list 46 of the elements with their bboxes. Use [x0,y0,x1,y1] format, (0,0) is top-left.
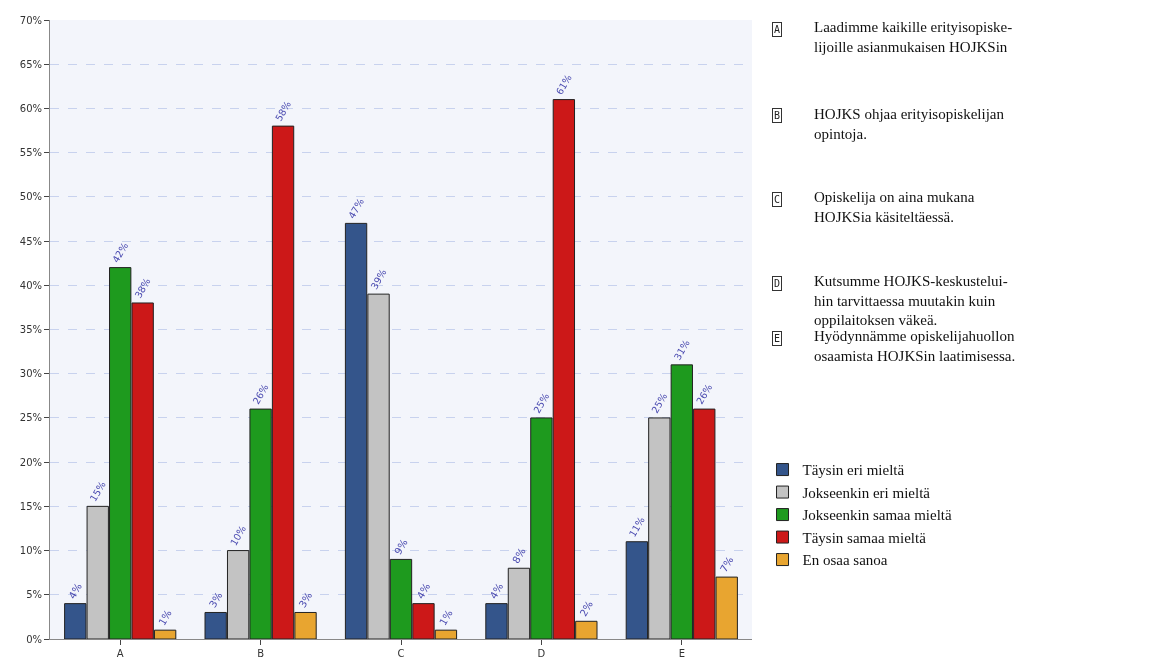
y-tick-label: 0% [26,633,42,645]
y-tick-label: 35% [19,324,42,335]
data-label: 1% [437,607,455,628]
x-tick-label: B [257,648,265,659]
x-tick-label: D [537,648,546,659]
x-tick-label: E [678,648,685,659]
y-tick-label: 40% [19,279,42,291]
legend-label: Täysin eri mieltä [802,462,905,479]
text: A [774,24,781,35]
legend-label: Täysin samaa mieltä [802,529,927,546]
text: Laadimme kaikille erityisopiske- lijoille asianmukaisen HOJKSin [814,19,1013,55]
data-label: 3% [206,590,225,610]
text: C [774,194,781,205]
text: B [774,110,781,121]
y-tick-label: 25% [19,412,42,424]
legend-label: Jokseenkin samaa mieltä [802,507,952,524]
data-label: 4% [414,581,433,601]
y-tick-label: 20% [19,456,42,468]
text: D [774,278,781,289]
data-label: 7% [718,554,736,575]
text: E [774,333,781,344]
y-tick-label: 5% [26,589,42,601]
y-tick-label: 15% [19,500,42,512]
data-label: 3% [296,590,315,610]
text: Kutsumme HOJKS-keskustelui- hin tarvittaessa muutakin kuin oppilaitoksen väkeä. [814,273,1008,328]
data-label: 4% [66,581,84,601]
legend-label: En osaa sanoa [802,552,888,569]
text: HOJKS ohjaa erityisopiskelijan opintoja. [814,106,1005,142]
x-tick-label: C [397,648,405,659]
y-tick-label: 50% [19,191,42,203]
y-tick-label: 55% [19,147,42,159]
legend-label: Jokseenkin eri mieltä [802,484,931,501]
y-tick-label: 10% [19,545,42,557]
y-tick-label: 30% [19,368,42,380]
x-tick-label: A [116,648,124,659]
text: Opiskelija on aina mukana HOJKSia käsiteltäessä. [814,189,975,225]
data-label: 9% [392,537,410,557]
text: Hyödynnämme opiskelijahuollon osaamista HOJKSin laatimisessa. [814,328,1016,364]
y-tick-label: 65% [19,58,42,70]
data-label: 2% [577,599,596,619]
data-label: 1% [156,607,174,628]
data-label: 4% [487,581,506,601]
y-tick-label: 45% [19,235,42,247]
data-label: 8% [510,546,528,566]
y-tick-label: 70% [19,14,42,26]
y-tick-label: 60% [19,102,42,114]
